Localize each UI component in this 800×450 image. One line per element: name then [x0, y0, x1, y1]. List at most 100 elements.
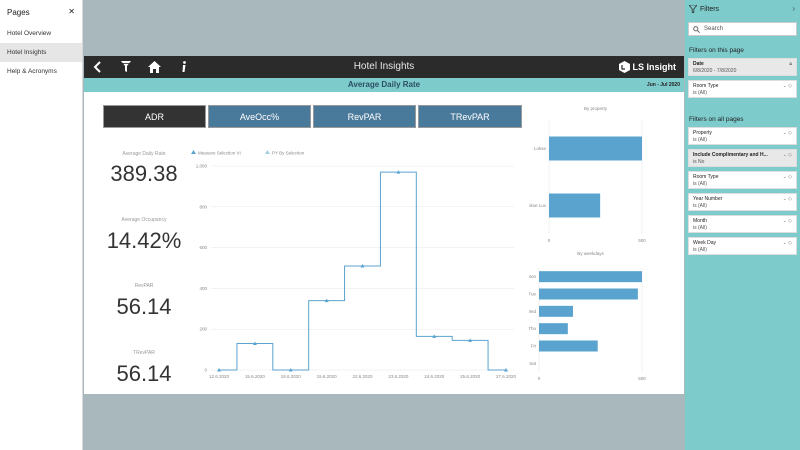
filter-card-room-type-all[interactable]: Room Type is (All) ⌄ ◇ — [688, 171, 797, 189]
lock-icon: 🔒︎ — [789, 61, 792, 67]
kpi-label-adr: Average Daily Rate — [122, 151, 166, 157]
filter-value: 6/8/2020 - 7/8/2020 — [693, 68, 737, 74]
kpi-value-occupancy: 14.42% — [106, 228, 182, 253]
filter-name: Date — [693, 61, 704, 67]
kpi-label-trevpar: TRevPAR — [133, 350, 155, 356]
x-tick-label: 12.6.2020 — [209, 374, 230, 379]
filters-pane: Filters › Search Filters on this page Da… — [685, 0, 800, 450]
logo-text: LS Insight — [632, 62, 677, 72]
ls-insight-logo: LS Insight — [618, 56, 677, 78]
close-icon[interactable]: ✕ — [68, 7, 75, 16]
x-tick-label: 27.6.2020 — [496, 374, 517, 379]
banner-title: Average Daily Rate — [347, 80, 421, 89]
aveocc-button[interactable]: AveOcc% — [208, 105, 311, 128]
kpi-label-occupancy: Average Occupancy — [121, 217, 167, 223]
data-point — [468, 338, 473, 342]
page-item-hotel-overview[interactable]: Hotel Overview — [7, 30, 52, 37]
filter-card-month[interactable]: Month is (All) ⌄ ◇ — [688, 215, 797, 233]
filter-card-date[interactable]: Date 6/8/2020 - 7/8/2020 🔒︎ — [688, 58, 797, 76]
kpi-label-revpar: RevPAR — [134, 283, 154, 289]
chevron-down-icon[interactable]: ⌄ ◇ — [782, 218, 792, 224]
filter-funnel-icon — [689, 5, 697, 13]
filter-icon[interactable] — [118, 59, 134, 75]
x-tick-label: 500 — [638, 376, 646, 381]
filter-name: Year Number — [693, 196, 723, 202]
search-icon — [693, 25, 700, 33]
filter-value: is (All) — [693, 247, 707, 253]
filter-card-property[interactable]: Property is (All) ⌄ ◇ — [688, 127, 797, 145]
legend-label-measure: Measure Selection VI — [198, 151, 241, 156]
bar — [549, 193, 601, 218]
bar — [539, 340, 598, 352]
collapse-filters-icon[interactable]: › — [792, 4, 795, 13]
filter-name: Include Complimentary and H... — [693, 152, 768, 158]
filter-name: Week Day — [693, 240, 716, 246]
report-banner: Average Daily Rate Jun - Jul 2020 — [84, 78, 684, 92]
by-weekdays-chart[interactable]: By weekdays 0 500 Mon Tue Wed Thu Fri Sat — [529, 246, 669, 381]
x-tick-label: 25.6.2020 — [460, 374, 481, 379]
category-label: Sat — [529, 361, 537, 366]
page-item-hotel-insights[interactable]: Hotel Insights — [0, 43, 82, 62]
filter-card-room-type[interactable]: Room Type is (All) ⌄ ◇ — [688, 80, 797, 98]
chevron-down-icon[interactable]: ⌄ ◇ — [782, 174, 792, 180]
kpi-value-adr: 389.38 — [110, 161, 178, 186]
page-item-help-acronyms[interactable]: Help & Acronyms — [7, 68, 57, 75]
filters-title: Filters — [700, 5, 720, 13]
filter-name: Month — [693, 218, 707, 224]
chevron-down-icon[interactable]: ⌄ ◇ — [782, 240, 792, 246]
adr-step-chart[interactable]: Measure Selection VI PY By Selection 0 200 4… — [189, 148, 524, 388]
data-point — [288, 368, 293, 372]
by-property-chart[interactable]: By property 0 500 Lokse Lokse Lux — [529, 100, 669, 246]
x-tick-label: 19.6.2020 — [317, 374, 338, 379]
filter-value: is (All) — [693, 137, 707, 143]
filter-card-week-day[interactable]: Week Day is (All) ⌄ ◇ — [688, 237, 797, 255]
pages-pane: Pages ✕ Hotel Overview Hotel Insights He… — [0, 0, 83, 450]
search-placeholder: Search — [704, 26, 724, 32]
legend-marker-py — [265, 150, 270, 154]
x-tick-label: 22.6.2020 — [352, 374, 373, 379]
series-line-measure — [219, 171, 506, 371]
category-label: Lokse Lux — [529, 203, 547, 208]
trevpar-button[interactable]: TRevPAR — [418, 105, 522, 128]
chevron-down-icon[interactable]: ⌄ ◇ — [782, 196, 792, 202]
adr-button[interactable]: ADR — [103, 105, 206, 128]
data-point — [432, 334, 437, 338]
y-tick-label: 400 — [199, 286, 207, 291]
ls-logo-icon — [618, 61, 630, 73]
data-point — [217, 368, 221, 372]
filter-value: is (All) — [693, 181, 707, 187]
filter-card-year-number[interactable]: Year Number is (All) ⌄ ◇ — [688, 193, 797, 211]
filter-search-input[interactable]: Search — [688, 22, 797, 36]
chevron-down-icon[interactable]: ⌄ ◇ — [782, 83, 792, 89]
date-range: Jun - Jul 2020 — [646, 82, 680, 88]
filter-name: Room Type — [693, 174, 719, 180]
filters-header: Filters — [685, 0, 800, 18]
report-canvas: Hotel Insights LS Insight Average Daily … — [84, 56, 684, 394]
filter-value: is (All) — [693, 225, 707, 231]
chevron-down-icon[interactable]: ⌄ ◇ — [782, 130, 792, 136]
bar — [549, 136, 642, 161]
y-tick-label: 200 — [199, 327, 207, 332]
filter-card-complimentary[interactable]: Include Complimentary and H... is No ⌄ ◇ — [688, 149, 797, 167]
data-point — [324, 298, 329, 303]
data-point — [504, 368, 508, 372]
x-tick-label: 0 — [548, 238, 551, 243]
x-tick-label: 18.6.2020 — [281, 374, 302, 379]
bar — [539, 288, 638, 300]
category-label: Fri — [531, 344, 536, 349]
category-label: Tue — [529, 292, 536, 297]
kpi-value-trevpar: 56.14 — [116, 361, 172, 386]
category-label: Mon — [529, 274, 536, 279]
pages-title: Pages — [7, 7, 30, 17]
kpi-value-revpar: 56.14 — [116, 294, 172, 319]
revpar-button[interactable]: RevPAR — [313, 105, 416, 128]
data-point — [396, 170, 401, 174]
info-icon[interactable] — [176, 59, 192, 75]
category-label: Thu — [529, 326, 536, 331]
home-icon[interactable] — [146, 59, 162, 75]
bar — [539, 305, 573, 317]
y-tick-label: 800 — [199, 204, 207, 209]
back-arrow-icon[interactable] — [90, 59, 106, 75]
bar — [539, 323, 568, 335]
chevron-down-icon[interactable]: ⌄ ◇ — [782, 152, 792, 158]
